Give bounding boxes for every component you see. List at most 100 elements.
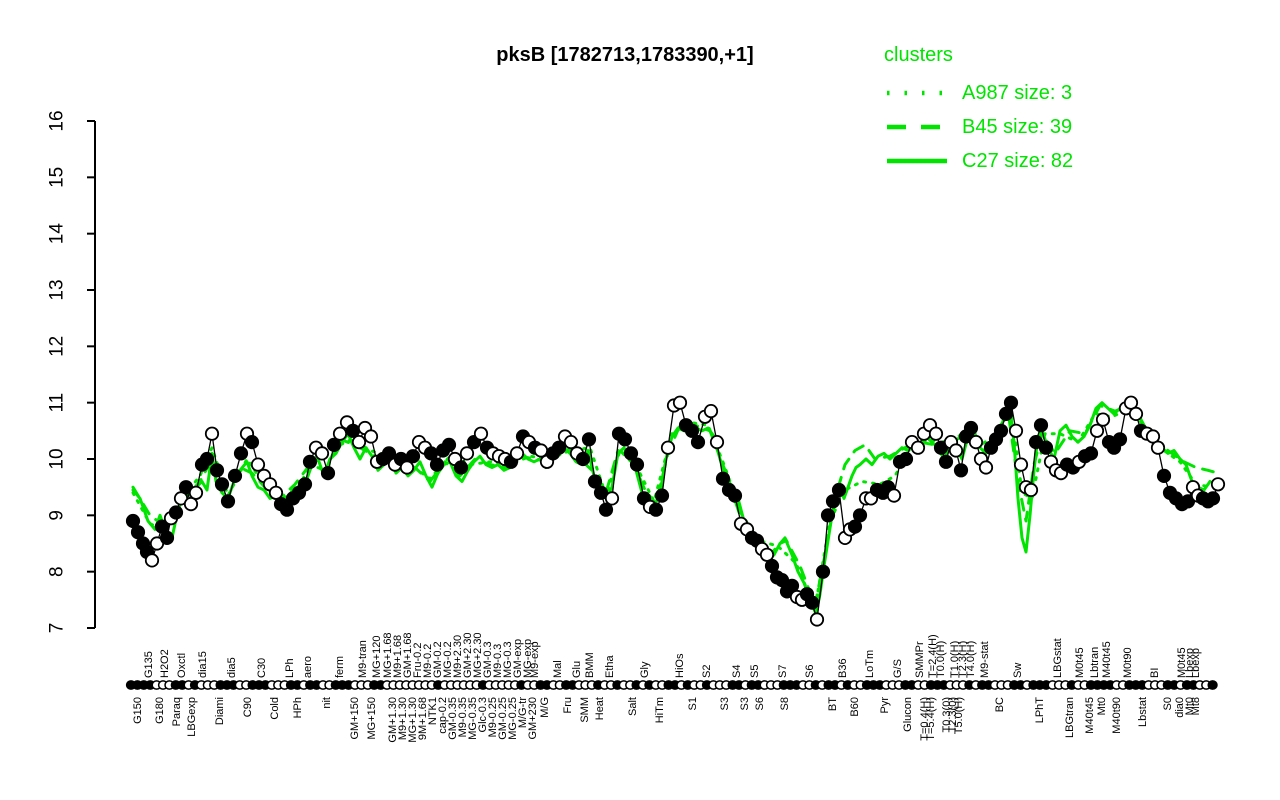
- data-point-open: [563, 434, 579, 450]
- x-label-top: M9-stat: [979, 641, 991, 678]
- x-label-bottom: S6: [754, 697, 766, 710]
- x-label-bottom: GM+1.30: [387, 697, 399, 743]
- x-label-bottom: Lbstat: [1137, 697, 1149, 727]
- x-label-top: Lbtran: [1089, 647, 1101, 678]
- data-point-open: [363, 429, 379, 444]
- x-label-bottom: T0.3(0): [941, 697, 953, 732]
- data-point-filled: [587, 474, 603, 489]
- x-label-top: S5: [749, 665, 761, 678]
- x-label-bottom: Mt8: [1190, 697, 1202, 715]
- data-point-filled: [684, 423, 700, 438]
- x-label-top: M40t45: [1101, 641, 1113, 678]
- data-point-open: [204, 426, 220, 441]
- data-point-filled: [199, 451, 215, 467]
- x-label-top: LBGstat: [1052, 638, 1064, 678]
- x-label-bottom: S3: [739, 697, 751, 710]
- data-point-filled: [898, 451, 914, 467]
- x-label-bottom: Paraq: [171, 697, 183, 726]
- data-point-open: [351, 434, 367, 450]
- data-point-filled: [581, 432, 597, 447]
- x-label-bottom: 9M+1.68: [417, 697, 429, 740]
- data-point-filled: [654, 488, 670, 503]
- legend-label-c27: C27 size: 82: [962, 149, 1074, 172]
- x-label-bottom: Mt0: [1184, 697, 1196, 715]
- data-point-open: [809, 612, 825, 627]
- legend-label-a987: A987 size: 3: [962, 81, 1073, 104]
- data-point-filled: [130, 525, 146, 540]
- data-point-filled: [233, 446, 249, 461]
- data-point-open: [1008, 423, 1024, 438]
- data-point-open: [948, 443, 964, 458]
- x-label-top: ferm: [334, 656, 346, 678]
- x-label-bottom: LBGexp: [186, 697, 198, 737]
- x-label-top: dia5: [226, 657, 238, 678]
- x-label-top: MG+2.30: [472, 632, 484, 678]
- legend-entry-dashed: B45 size: 39: [884, 110, 1073, 144]
- data-point-filled: [320, 465, 336, 481]
- x-label-bottom: HPh: [292, 697, 304, 718]
- data-point-open: [183, 496, 199, 512]
- data-point-open: [473, 426, 489, 441]
- data-point-open: [604, 491, 620, 506]
- x-label-bottom: nit: [321, 697, 333, 709]
- data-point-open: [1150, 440, 1166, 455]
- data-point-open: [1023, 482, 1039, 498]
- legend-title: clusters: [884, 44, 953, 66]
- x-label-top: BI: [1149, 668, 1161, 678]
- x-label-bottom: M40t90: [1111, 697, 1123, 734]
- x-label-bottom: S1: [687, 697, 699, 710]
- y-tick-label: 11: [47, 393, 68, 413]
- data-point-filled: [1112, 432, 1128, 447]
- x-label-top: Gly: [639, 661, 651, 678]
- x-label-top: MG+120: [371, 636, 383, 679]
- data-point-filled: [804, 595, 820, 610]
- x-label-bottom: Glucon: [902, 697, 914, 732]
- x-label-bottom: G180: [154, 697, 166, 724]
- x-label-bottom: Pyr: [879, 697, 891, 714]
- x-label-top: G/S: [892, 659, 904, 678]
- solid-line-sample-icon: [887, 158, 947, 164]
- x-label-top: C30: [256, 658, 268, 678]
- data-point-filled: [575, 451, 591, 467]
- legend-entry-solid: C27 size: 82: [884, 144, 1073, 178]
- data-point-filled: [326, 437, 342, 452]
- data-point-open: [703, 403, 719, 419]
- x-label-top: Sw: [1012, 663, 1024, 678]
- x-label-top: MG+1.68: [382, 632, 394, 678]
- data-point-open: [1128, 406, 1144, 421]
- data-point-filled: [847, 519, 863, 534]
- data-point-filled: [715, 471, 731, 486]
- data-point-filled: [831, 482, 847, 498]
- data-point-open: [709, 434, 725, 450]
- data-point-open: [268, 485, 284, 500]
- x-label-top: GM-0.2: [432, 641, 444, 678]
- y-tick-label: 10: [47, 448, 68, 469]
- x-label-top: S2: [701, 665, 713, 678]
- data-point-open: [509, 446, 525, 461]
- x-label-top: Fru-0.2: [412, 643, 424, 678]
- x-label-top: Mal: [552, 660, 564, 678]
- data-point-filled: [429, 457, 445, 472]
- y-tick-label: 12: [47, 336, 68, 357]
- x-label-top: GM+1.68: [402, 632, 414, 678]
- x-label-bottom: T=0.4(H): [919, 697, 931, 741]
- data-point-filled: [617, 432, 633, 447]
- x-label-top: LPh: [284, 658, 296, 678]
- x-label-bottom: Glc-0.3: [477, 697, 489, 732]
- x-label-top: M9-0.2: [422, 644, 434, 678]
- data-point-filled: [381, 446, 397, 461]
- x-label-top: Lbexp: [1184, 648, 1196, 678]
- data-point-open: [910, 440, 926, 455]
- x-label-bottom: B60: [849, 697, 861, 717]
- data-point-filled: [623, 446, 639, 461]
- x-label-top: SMMPr: [914, 641, 926, 678]
- x-label-bottom: Diami: [214, 697, 226, 725]
- x-label-bottom: Mt0: [1096, 697, 1108, 715]
- data-point-filled: [441, 437, 457, 452]
- data-point-filled: [154, 519, 170, 534]
- x-label-bottom: cap-0.2: [437, 697, 449, 734]
- data-point-filled: [690, 434, 706, 450]
- data-point-filled: [629, 457, 645, 472]
- x-label-bottom: MG-0.35: [467, 697, 479, 740]
